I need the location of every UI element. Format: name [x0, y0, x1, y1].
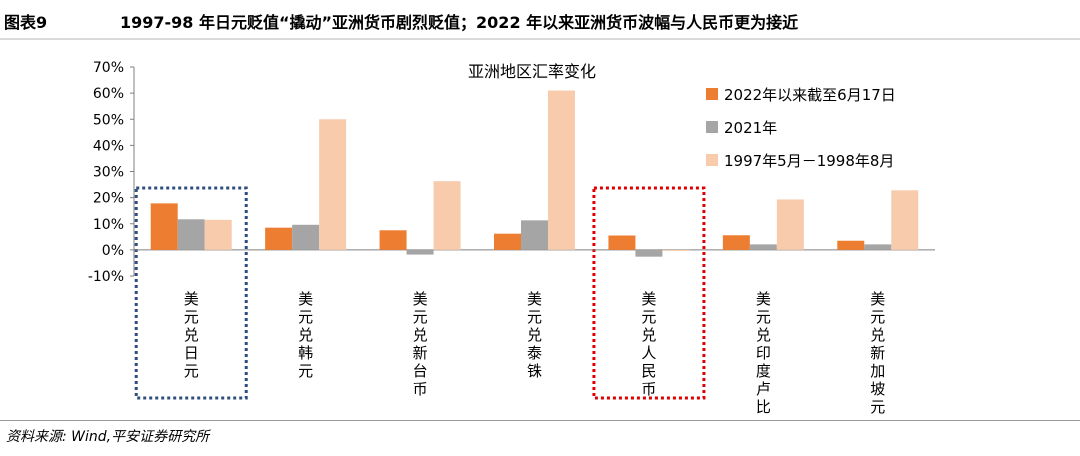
category-label: 美元兑新加坡元	[870, 290, 885, 416]
bar	[265, 227, 293, 250]
category-label: 美元兑韩元	[298, 290, 313, 380]
category-label: 美元兑泰铢	[527, 290, 542, 380]
chart-title: 亚洲地区汇率变化	[468, 62, 596, 81]
y-tick-label: 70%	[93, 60, 124, 76]
figure-title: 1997-98 年日元贬值“撬动”亚洲货币剧烈贬值；2022 年以来亚洲货币波幅…	[120, 13, 799, 32]
y-tick-label: 50%	[93, 112, 124, 128]
bar	[150, 203, 178, 250]
y-tick-label: 10%	[93, 217, 124, 233]
bar	[864, 244, 892, 250]
bar	[891, 190, 919, 250]
legend-label: 2022年以来截至6月17日	[724, 86, 896, 104]
legend-swatch	[706, 88, 718, 100]
y-tick-label: 30%	[93, 165, 124, 181]
category-label: 美元兑印度卢比	[756, 290, 771, 416]
bar	[608, 235, 636, 250]
bar	[319, 119, 347, 250]
legend-label: 1997年5月－1998年8月	[724, 152, 894, 170]
bar	[635, 249, 663, 257]
bar	[177, 219, 205, 250]
bar	[521, 220, 548, 250]
bar	[662, 249, 690, 251]
bar	[406, 249, 434, 255]
bar	[379, 230, 407, 250]
legend-swatch	[706, 154, 718, 166]
legend-label: 2021年	[724, 119, 777, 137]
category-label: 美元兑新台币	[413, 290, 428, 398]
source-note: 资料来源: Wind,平安证券研究所	[6, 429, 210, 445]
bar	[837, 240, 865, 250]
bar	[749, 244, 777, 250]
legend-swatch	[706, 121, 718, 133]
bar	[494, 233, 521, 250]
bar	[433, 181, 461, 250]
figure-header: 图表9 1997-98 年日元贬值“撬动”亚洲货币剧烈贬值；2022 年以来亚洲…	[0, 0, 1080, 40]
bar	[204, 219, 232, 250]
category-label: 美元兑人民币	[641, 290, 656, 398]
y-tick-label: -10%	[88, 269, 124, 285]
bar	[722, 235, 750, 250]
highlight-box	[134, 186, 248, 400]
category-label: 美元兑日元	[184, 290, 199, 380]
y-tick-label: 60%	[93, 86, 124, 102]
y-tick-label: 0%	[102, 243, 124, 259]
y-tick-label: 20%	[93, 191, 124, 207]
bar	[776, 199, 804, 250]
exchange-rate-chart: 亚洲地区汇率变化 -10% 0% 10% 20% 30% 40% 50% 60% 70% 美元兑…	[88, 60, 935, 416]
bar	[292, 224, 320, 250]
figure-label: 图表9	[4, 13, 48, 32]
footer-divider	[0, 420, 1080, 421]
highlight-box	[592, 186, 706, 400]
y-tick-label: 40%	[93, 138, 124, 154]
bar	[548, 90, 575, 250]
